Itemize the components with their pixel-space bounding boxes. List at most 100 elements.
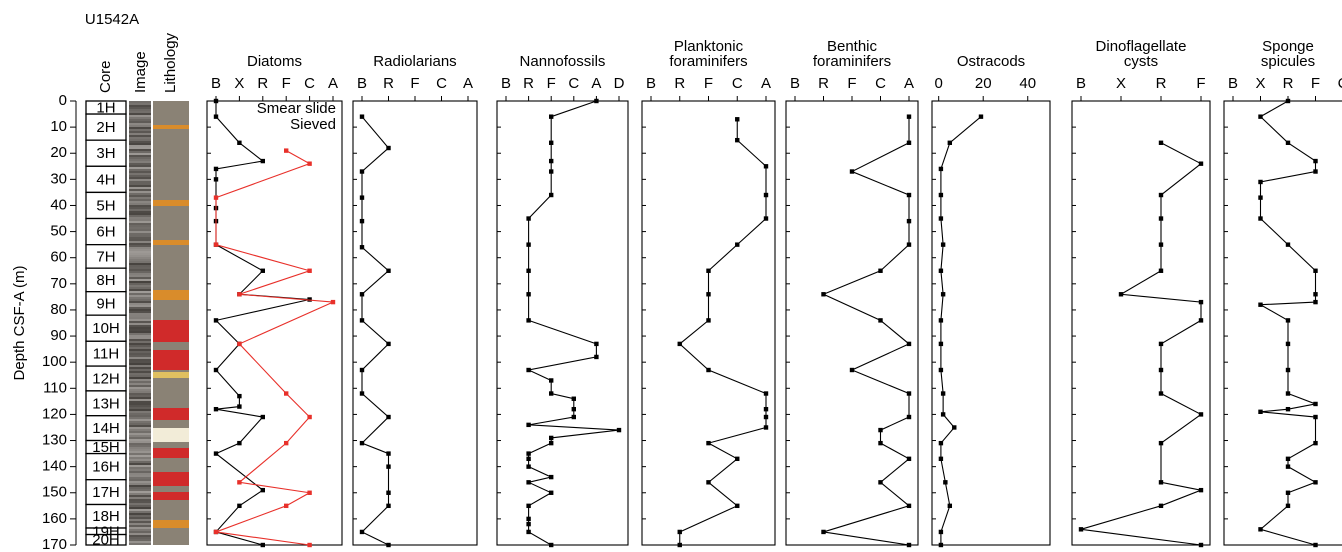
- image-stripe: [129, 217, 151, 219]
- data-point: [1258, 527, 1263, 532]
- image-stripe: [129, 235, 151, 237]
- data-point: [1313, 542, 1318, 548]
- image-stripe: [129, 381, 151, 383]
- image-stripe: [129, 271, 151, 273]
- image-stripe: [129, 375, 151, 377]
- panel-title: Radiolarians: [373, 53, 456, 70]
- y-tick-label: 20: [50, 144, 67, 161]
- data-point: [1285, 503, 1291, 509]
- data-point: [1313, 480, 1318, 485]
- image-stripe: [129, 315, 151, 317]
- image-stripe: [129, 343, 151, 345]
- data-point: [1198, 161, 1204, 166]
- panel-frame: [352, 100, 478, 546]
- data-point: [213, 242, 219, 247]
- data-point: [213, 195, 219, 200]
- image-stripe: [129, 113, 151, 115]
- image-stripe: [129, 529, 151, 531]
- data-point: [594, 341, 599, 347]
- data-point: [213, 406, 219, 412]
- panel-title: Diatoms: [247, 53, 302, 70]
- image-stripe: [129, 401, 151, 403]
- image-stripe: [129, 197, 151, 199]
- x-tick-label: R: [1283, 75, 1294, 92]
- y-tick-label: 10: [50, 118, 67, 135]
- data-point: [359, 169, 365, 174]
- image-stripe: [129, 213, 151, 215]
- x-tick-label: F: [847, 75, 856, 92]
- data-point: [284, 391, 289, 396]
- data-point: [237, 393, 242, 399]
- data-point: [1285, 242, 1291, 247]
- image-stripe: [129, 479, 151, 481]
- image-stripe: [129, 379, 151, 381]
- y-tick-label: 90: [50, 327, 67, 344]
- image-stripe: [129, 233, 151, 235]
- image-stripe: [129, 263, 151, 265]
- data-point: [1313, 158, 1318, 164]
- image-stripe: [129, 405, 151, 407]
- data-point: [1258, 216, 1263, 221]
- image-stripe: [129, 347, 151, 349]
- image-stripe: [129, 193, 151, 195]
- data-point: [616, 427, 622, 433]
- image-stripe: [129, 151, 151, 153]
- x-tick-label: C: [568, 75, 579, 92]
- data-point: [952, 425, 957, 430]
- data-point: [878, 440, 883, 446]
- image-stripe: [129, 335, 151, 337]
- image-stripe: [129, 447, 151, 449]
- image-stripe: [129, 215, 151, 217]
- image-stripe: [129, 117, 151, 119]
- data-point: [359, 218, 365, 224]
- series-line: [526, 100, 620, 546]
- image-stripe: [129, 445, 151, 447]
- data-point: [549, 435, 554, 441]
- lithology-band: [153, 520, 189, 528]
- image-stripe: [129, 295, 151, 297]
- image-stripe: [129, 539, 151, 541]
- data-point: [1313, 440, 1318, 446]
- panel-frame: [1071, 100, 1211, 546]
- image-stripe: [129, 465, 151, 467]
- data-point: [735, 117, 740, 122]
- data-point: [763, 192, 769, 198]
- image-stripe: [129, 427, 151, 429]
- data-point: [906, 114, 912, 119]
- image-stripe: [129, 367, 151, 369]
- image-stripe: [129, 205, 151, 207]
- panel-title: spicules: [1261, 53, 1315, 70]
- image-stripe: [129, 489, 151, 491]
- data-point: [526, 216, 531, 221]
- image-stripe: [129, 267, 151, 269]
- data-point: [1285, 406, 1291, 412]
- data-point: [940, 242, 946, 247]
- image-stripe: [129, 431, 151, 433]
- data-point: [213, 98, 219, 104]
- data-point: [763, 414, 769, 420]
- image-stripe: [129, 511, 151, 513]
- image-stripe: [129, 325, 151, 327]
- core-label: 16H: [92, 459, 120, 476]
- data-point: [359, 318, 365, 323]
- data-point: [1198, 487, 1204, 493]
- image-stripe: [129, 467, 151, 469]
- core-box: [85, 191, 127, 220]
- image-stripe: [129, 451, 151, 453]
- core-box: [85, 415, 127, 442]
- data-point: [938, 456, 944, 462]
- data-point: [549, 192, 554, 198]
- x-tick-label: F: [547, 75, 556, 92]
- image-stripe: [129, 209, 151, 211]
- data-point: [526, 367, 531, 373]
- lithology-column: [153, 101, 189, 545]
- image-stripe: [129, 403, 151, 405]
- data-point: [1118, 292, 1124, 297]
- image-stripe: [129, 377, 151, 379]
- x-tick-label: 40: [1019, 75, 1036, 92]
- lithology-band: [153, 428, 189, 442]
- core-label: 7H: [96, 248, 115, 265]
- data-point: [1313, 292, 1318, 297]
- lithology-band: [153, 492, 189, 500]
